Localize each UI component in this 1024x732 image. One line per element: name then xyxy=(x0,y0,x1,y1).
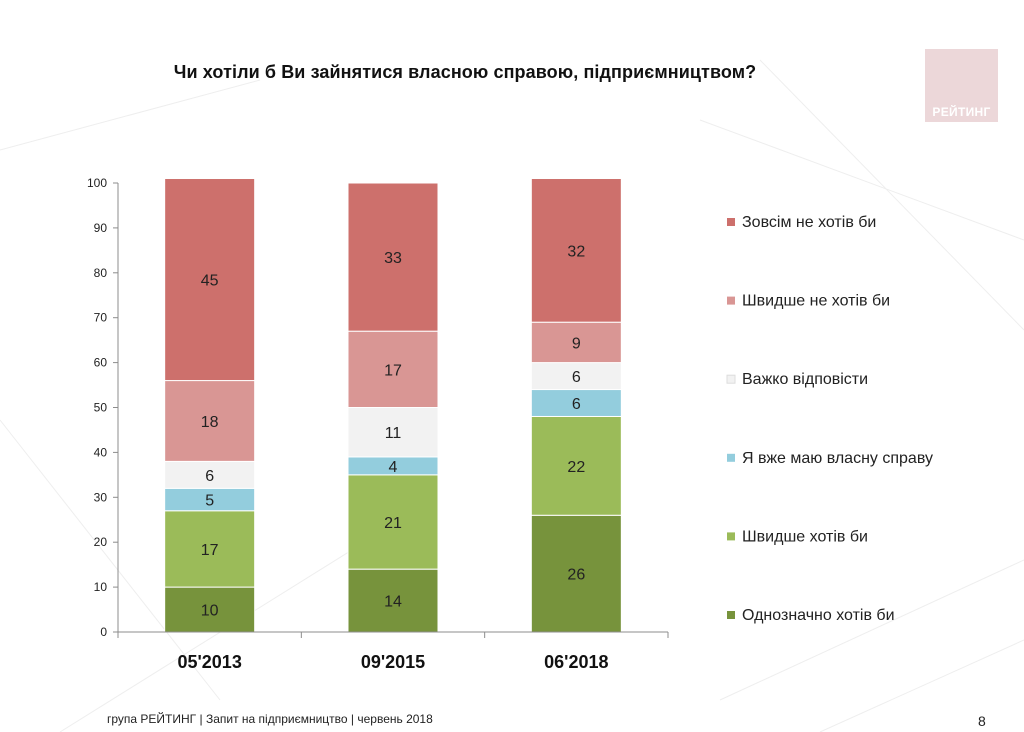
stacked-bar-chart: 0 10 20 30 40 50 60 70 80 90 100 10 17 5 6 18 45 14 21 4 11… xyxy=(87,176,933,672)
legend-swatch xyxy=(727,453,735,462)
legend-swatch xyxy=(727,611,735,619)
data-label: 32 xyxy=(567,243,585,260)
legend-label: Швидше не хотів би xyxy=(742,293,890,310)
data-label: 11 xyxy=(385,425,402,442)
y-tick-label: 30 xyxy=(94,490,108,504)
bar-segment xyxy=(530,178,622,323)
data-label: 45 xyxy=(201,273,219,290)
legend-swatch xyxy=(726,374,736,384)
data-label: 5 xyxy=(205,493,214,510)
footer-text: група РЕЙТИНГ | Запит на підприємництво … xyxy=(107,712,433,726)
legend-label: Швидше хотів би xyxy=(742,528,868,545)
x-tick-label: 09'2015 xyxy=(361,652,425,672)
y-tick-label: 0 xyxy=(100,625,107,639)
legend-swatch xyxy=(727,218,735,226)
y-tick-label: 10 xyxy=(94,580,108,594)
data-label: 33 xyxy=(384,250,402,267)
bar-segment xyxy=(347,474,439,570)
data-label: 6 xyxy=(572,369,581,386)
y-tick-label: 60 xyxy=(94,356,108,370)
bar-segment xyxy=(347,182,439,332)
bar-segment xyxy=(530,389,622,417)
bar-segment xyxy=(164,586,256,633)
data-label: 4 xyxy=(389,459,398,476)
bar-segment xyxy=(347,407,439,458)
x-tick-label: 05'2013 xyxy=(177,652,241,672)
logo: РЕЙТИНГ xyxy=(925,49,998,122)
legend-swatch xyxy=(727,532,735,541)
page-title: Чи хотіли б Ви зайнятися власною справою… xyxy=(173,62,757,82)
data-label: 6 xyxy=(572,396,581,413)
data-label: 17 xyxy=(201,542,219,559)
data-label: 21 xyxy=(384,515,402,532)
x-axis: 05'2013 09'2015 06'2018 xyxy=(117,631,669,672)
legend-label: Зовсім не хотів би xyxy=(742,214,876,231)
bar-segment xyxy=(164,380,256,462)
data-label: 6 xyxy=(205,468,214,485)
data-label: 22 xyxy=(567,459,585,476)
bars: 10 17 5 6 18 45 14 21 4 11 17 33 26 22 6 6 9 32 xyxy=(164,178,622,633)
data-label: 10 xyxy=(201,603,219,620)
bar-segment xyxy=(530,415,622,516)
data-label: 18 xyxy=(201,414,219,431)
bar-segment xyxy=(530,321,622,364)
y-axis: 0 10 20 30 40 50 60 70 80 90 100 xyxy=(87,176,119,639)
y-tick-label: 40 xyxy=(94,445,108,459)
x-tick-label: 06'2018 xyxy=(544,652,608,672)
legend-swatch xyxy=(727,296,735,305)
bar-segment xyxy=(347,568,439,633)
y-tick-label: 50 xyxy=(94,401,108,415)
legend-label: Я вже маю власну справу xyxy=(742,450,933,467)
bar-segment xyxy=(347,330,439,409)
y-tick-label: 100 xyxy=(87,176,107,190)
bar-segment xyxy=(164,178,256,382)
legend-label: Важко відповісти xyxy=(742,371,868,388)
y-tick-label: 20 xyxy=(94,535,108,549)
page-number: 8 xyxy=(978,713,986,729)
bar-segment xyxy=(530,514,622,633)
legend-label: Однозначно хотів би xyxy=(742,607,895,624)
legend: Зовсім не хотів би Швидше не хотів би Важк… xyxy=(726,214,933,624)
data-label: 17 xyxy=(384,362,402,379)
logo-text: РЕЙТИНГ xyxy=(932,105,991,119)
y-tick-label: 80 xyxy=(94,266,108,280)
data-label: 14 xyxy=(384,594,402,611)
data-label: 26 xyxy=(567,567,585,584)
y-tick-label: 90 xyxy=(94,221,108,235)
data-label: 9 xyxy=(572,335,581,352)
y-tick-label: 70 xyxy=(94,311,108,325)
bar-segment xyxy=(530,362,622,391)
